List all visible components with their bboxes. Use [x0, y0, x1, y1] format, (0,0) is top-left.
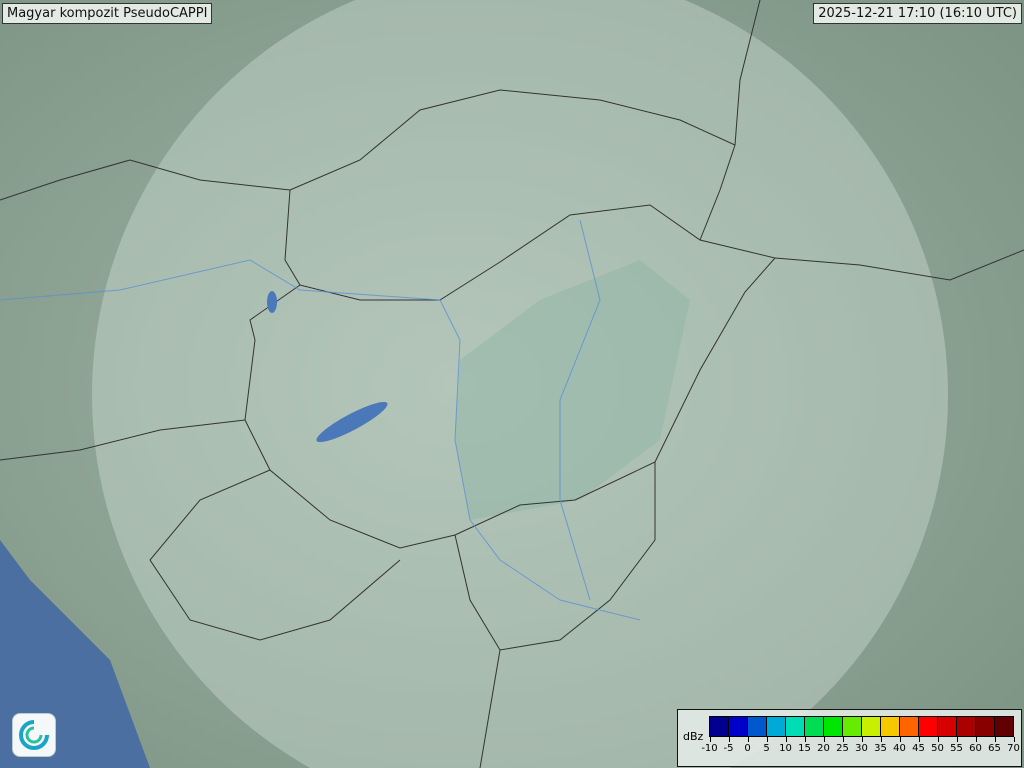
legend-tick-label: -5 [723, 743, 734, 754]
legend-tick-label: 20 [817, 743, 830, 754]
legend-tick-mark [709, 737, 711, 742]
timestamp: 2025-12-21 17:10 (16:10 UTC) [813, 3, 1022, 24]
legend-tick-label: 65 [988, 743, 1001, 754]
dbz-color-legend: dBz -10 -5 0 5 10 15 20 25 30 35 40 45 50 55 60 65 70 [677, 709, 1022, 767]
legend-color-cell [786, 717, 805, 736]
legend-tick-mark [804, 737, 806, 742]
legend-tick-label: 70 [1007, 743, 1020, 754]
legend-tick-label: 45 [912, 743, 925, 754]
legend-tick-mark [861, 737, 863, 742]
legend-tick-mark [842, 737, 844, 742]
swirl-icon [19, 720, 49, 750]
rivers [0, 219, 641, 621]
legend-tick-label: -10 [701, 743, 718, 754]
legend-tick-label: 50 [931, 743, 944, 754]
legend-color-cell [710, 717, 729, 736]
legend-tick-mark [823, 737, 825, 742]
legend-tick-label: 60 [969, 743, 982, 754]
legend-tick-label: 15 [798, 743, 811, 754]
legend-tick-mark [1013, 737, 1015, 742]
legend-color-bar [709, 716, 1014, 737]
legend-tick-mark [937, 737, 939, 742]
legend-color-cell [995, 717, 1013, 736]
legend-color-cell [767, 717, 786, 736]
legend-tick-mark [899, 737, 901, 742]
legend-color-cell [976, 717, 995, 736]
legend-color-cell [729, 717, 748, 736]
legend-tick-label: 40 [893, 743, 906, 754]
legend-color-cell [919, 717, 938, 736]
map-title: Magyar kompozit PseudoCAPPI [2, 3, 213, 24]
legend-color-cell [881, 717, 900, 736]
legend-color-cell [805, 717, 824, 736]
legend-tick-label: 25 [836, 743, 849, 754]
legend-color-cell [748, 717, 767, 736]
legend-tick-mark [728, 737, 730, 742]
legend-color-cell [824, 717, 843, 736]
adriatic-sea [0, 540, 150, 768]
legend-tick-mark [766, 737, 768, 742]
legend-tick-mark [975, 737, 977, 742]
lake-neusiedl [267, 291, 277, 313]
legend-tick-mark [956, 737, 958, 742]
legend-tick-label: 55 [950, 743, 963, 754]
legend-tick-mark [880, 737, 882, 742]
legend-tick-mark [994, 737, 996, 742]
legend-color-cell [957, 717, 976, 736]
legend-tick-mark [918, 737, 920, 742]
legend-tick-mark [785, 737, 787, 742]
legend-tick-label: 35 [874, 743, 887, 754]
legend-tick-label: 5 [763, 743, 770, 754]
legend-color-cell [862, 717, 881, 736]
legend-color-cell [938, 717, 957, 736]
legend-tick-label: 0 [744, 743, 751, 754]
legend-tick-label: 10 [779, 743, 792, 754]
legend-tick-mark [747, 737, 749, 742]
hungary-plain-highlight [455, 260, 690, 520]
met-service-logo [12, 713, 56, 757]
legend-ticks: -10 -5 0 5 10 15 20 25 30 35 40 45 50 55 60 65 70 [701, 737, 1020, 761]
legend-color-cell [900, 717, 919, 736]
legend-unit: dBz [683, 730, 704, 743]
legend-color-cell [843, 717, 862, 736]
lake-balaton [316, 401, 388, 443]
legend-tick-label: 30 [855, 743, 868, 754]
